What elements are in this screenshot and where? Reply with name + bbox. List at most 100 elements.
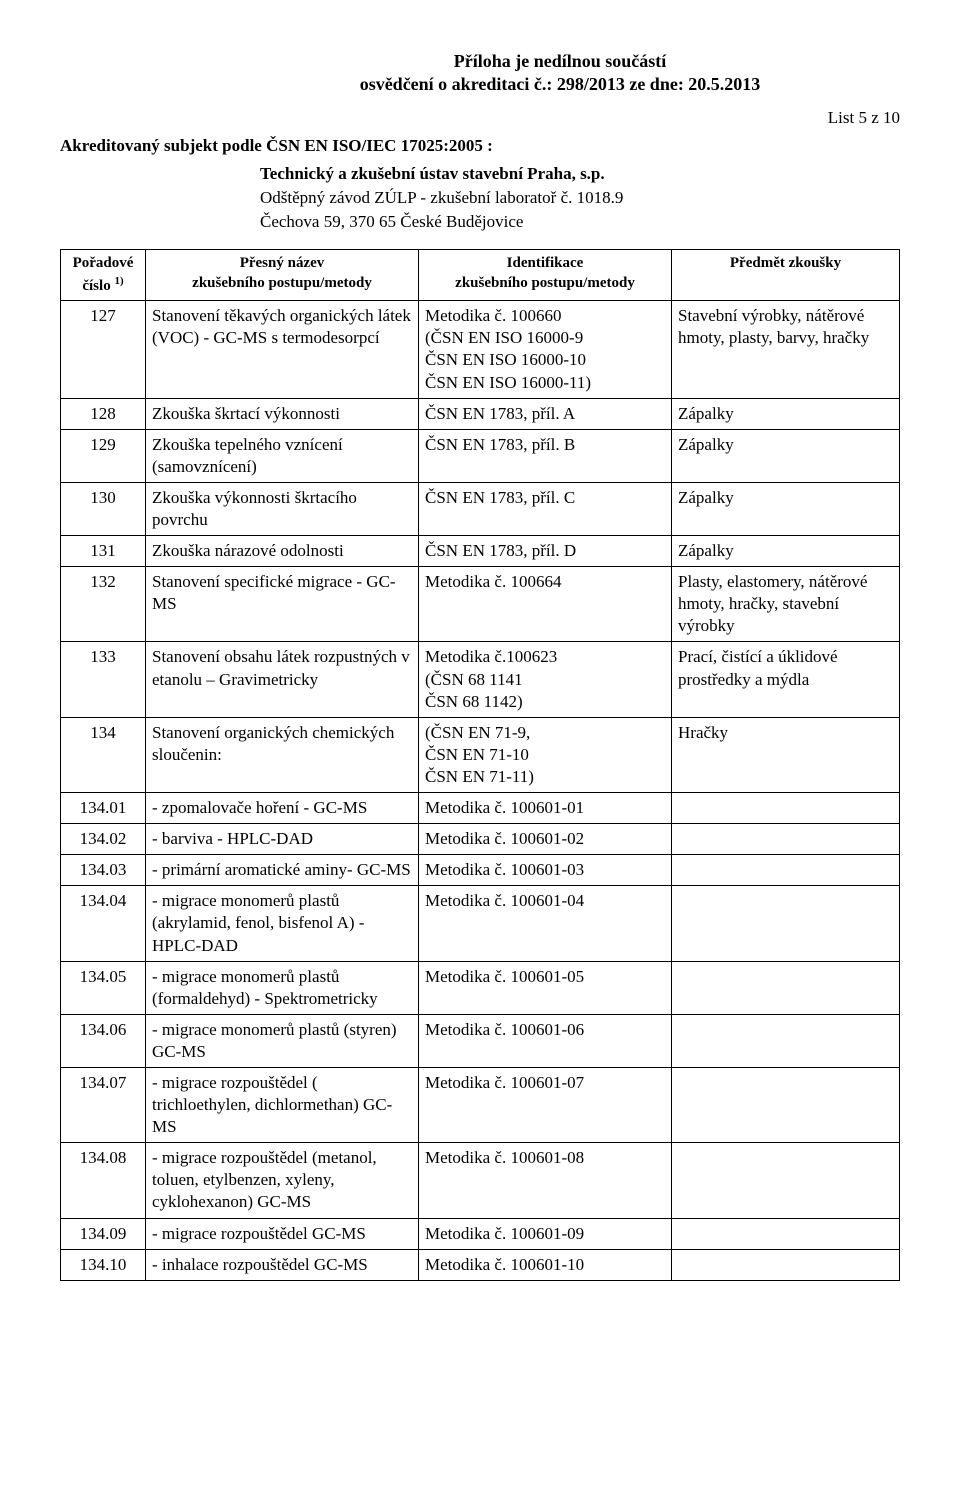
cell-subject: Zápalky: [672, 536, 900, 567]
table-row: 134.09- migrace rozpouštědel GC-MSMetodi…: [61, 1218, 900, 1249]
cell-ident: Metodika č. 100601-02: [419, 824, 672, 855]
cell-subject: Zápalky: [672, 398, 900, 429]
cell-name: - migrace rozpouštědel (metanol, toluen,…: [146, 1143, 419, 1218]
cell-ident: Metodika č. 100601-09: [419, 1218, 672, 1249]
cell-number: 127: [61, 301, 146, 398]
cell-ident: (ČSN EN 71-9,ČSN EN 71-10ČSN EN 71-11): [419, 717, 672, 792]
cell-name: Stanovení obsahu látek rozpustných v eta…: [146, 642, 419, 717]
table-row: 134.04- migrace monomerů plastů (akrylam…: [61, 886, 900, 961]
table-row: 127Stanovení těkavých organických látek …: [61, 301, 900, 398]
table-row: 134.07- migrace rozpouštědel ( trichloet…: [61, 1067, 900, 1142]
page-list-indicator: List 5 z 10: [60, 107, 900, 129]
cell-subject: [672, 855, 900, 886]
cell-name: - migrace rozpouštědel ( trichloethylen,…: [146, 1067, 419, 1142]
cell-name: Stanovení těkavých organických látek (VO…: [146, 301, 419, 398]
cell-ident: Metodika č. 100601-01: [419, 793, 672, 824]
cell-ident: ČSN EN 1783, příl. A: [419, 398, 672, 429]
cell-name: - migrace rozpouštědel GC-MS: [146, 1218, 419, 1249]
table-row: 134.03- primární aromatické aminy- GC-MS…: [61, 855, 900, 886]
table-row: 134.08- migrace rozpouštědel (metanol, t…: [61, 1143, 900, 1218]
cell-subject: [672, 1067, 900, 1142]
subject-line4: Čechova 59, 370 65 České Budějovice: [60, 211, 900, 233]
table-row: 134.01- zpomalovače hoření - GC-MSMetodi…: [61, 793, 900, 824]
cell-name: - barviva - HPLC-DAD: [146, 824, 419, 855]
cell-number: 134.01: [61, 793, 146, 824]
cell-subject: Zápalky: [672, 429, 900, 482]
cell-name: Zkouška výkonnosti škrtacího povrchu: [146, 482, 419, 535]
cell-number: 134.04: [61, 886, 146, 961]
table-row: 134.10- inhalace rozpouštědel GC-MSMetod…: [61, 1249, 900, 1280]
table-row: 134.06- migrace monomerů plastů (styren)…: [61, 1014, 900, 1067]
table-row: 132Stanovení specifické migrace - GC-MSM…: [61, 567, 900, 642]
cell-subject: Hračky: [672, 717, 900, 792]
table-row: 129Zkouška tepelného vznícení (samovzníc…: [61, 429, 900, 482]
cell-number: 130: [61, 482, 146, 535]
cell-subject: Zápalky: [672, 482, 900, 535]
cell-name: Stanovení organických chemických sloučen…: [146, 717, 419, 792]
cell-name: Zkouška tepelného vznícení (samovznícení…: [146, 429, 419, 482]
cell-subject: Prací, čistící a úklidové prostředky a m…: [672, 642, 900, 717]
cell-number: 134: [61, 717, 146, 792]
cell-ident: Metodika č. 100601-07: [419, 1067, 672, 1142]
cell-subject: [672, 886, 900, 961]
cell-number: 133: [61, 642, 146, 717]
cell-subject: [672, 961, 900, 1014]
cell-ident: ČSN EN 1783, příl. D: [419, 536, 672, 567]
table-row: 134.02- barviva - HPLC-DADMetodika č. 10…: [61, 824, 900, 855]
cell-name: Stanovení specifické migrace - GC-MS: [146, 567, 419, 642]
cell-number: 128: [61, 398, 146, 429]
cell-name: - primární aromatické aminy- GC-MS: [146, 855, 419, 886]
cell-subject: [672, 1249, 900, 1280]
cell-number: 134.02: [61, 824, 146, 855]
cell-name: Zkouška škrtací výkonnosti: [146, 398, 419, 429]
cell-number: 134.08: [61, 1143, 146, 1218]
table-row: 134Stanovení organických chemických slou…: [61, 717, 900, 792]
table-body: 127Stanovení těkavých organických látek …: [61, 301, 900, 1280]
cell-ident: Metodika č.100623(ČSN 68 1141ČSN 68 1142…: [419, 642, 672, 717]
cell-ident: Metodika č. 100664: [419, 567, 672, 642]
cell-ident: ČSN EN 1783, příl. B: [419, 429, 672, 482]
cell-number: 134.10: [61, 1249, 146, 1280]
cell-ident: Metodika č. 100601-06: [419, 1014, 672, 1067]
table-row: 128Zkouška škrtací výkonnostiČSN EN 1783…: [61, 398, 900, 429]
table-row: 130Zkouška výkonnosti škrtacího povrchuČ…: [61, 482, 900, 535]
cell-subject: Stavební výrobky, nátěrové hmoty, plasty…: [672, 301, 900, 398]
cell-subject: [672, 1143, 900, 1218]
cell-subject: Plasty, elastomery, nátěrové hmoty, hrač…: [672, 567, 900, 642]
cell-ident: Metodika č. 100601-10: [419, 1249, 672, 1280]
cell-number: 132: [61, 567, 146, 642]
cell-number: 134.05: [61, 961, 146, 1014]
cell-subject: [672, 1014, 900, 1067]
methods-table: Pořadové číslo 1) Přesný název zkušebníh…: [60, 249, 900, 1280]
cell-name: - migrace monomerů plastů (styren) GC-MS: [146, 1014, 419, 1067]
subject-line2: Technický a zkušební ústav stavební Prah…: [60, 163, 900, 185]
cell-name: - zpomalovače hoření - GC-MS: [146, 793, 419, 824]
header-line2: osvědčení o akreditaci č.: 298/2013 ze d…: [220, 73, 900, 96]
subject-line1: Akreditovaný subjekt podle ČSN EN ISO/IE…: [60, 135, 900, 157]
cell-number: 134.09: [61, 1218, 146, 1249]
cell-number: 134.07: [61, 1067, 146, 1142]
col-header-name: Přesný název zkušebního postupu/metody: [146, 250, 419, 301]
subject-line3: Odštěpný závod ZÚLP - zkušební laboratoř…: [60, 187, 900, 209]
document-header: Příloha je nedílnou součástí osvědčení o…: [60, 50, 900, 97]
table-header-row: Pořadové číslo 1) Přesný název zkušebníh…: [61, 250, 900, 301]
cell-name: Zkouška nárazové odolnosti: [146, 536, 419, 567]
col-header-number: Pořadové číslo 1): [61, 250, 146, 301]
cell-ident: Metodika č. 100660(ČSN EN ISO 16000-9ČSN…: [419, 301, 672, 398]
header-line1: Příloha je nedílnou součástí: [220, 50, 900, 73]
cell-number: 129: [61, 429, 146, 482]
table-row: 134.05- migrace monomerů plastů (formald…: [61, 961, 900, 1014]
cell-subject: [672, 824, 900, 855]
cell-name: - migrace monomerů plastů (formaldehyd) …: [146, 961, 419, 1014]
col-header-ident: Identifikace zkušebního postupu/metody: [419, 250, 672, 301]
cell-ident: Metodika č. 100601-04: [419, 886, 672, 961]
cell-name: - migrace monomerů plastů (akrylamid, fe…: [146, 886, 419, 961]
cell-number: 131: [61, 536, 146, 567]
table-row: 133Stanovení obsahu látek rozpustných v …: [61, 642, 900, 717]
col-header-subject: Předmět zkoušky: [672, 250, 900, 301]
cell-ident: Metodika č. 100601-05: [419, 961, 672, 1014]
cell-ident: Metodika č. 100601-08: [419, 1143, 672, 1218]
cell-ident: Metodika č. 100601-03: [419, 855, 672, 886]
cell-name: - inhalace rozpouštědel GC-MS: [146, 1249, 419, 1280]
cell-subject: [672, 793, 900, 824]
